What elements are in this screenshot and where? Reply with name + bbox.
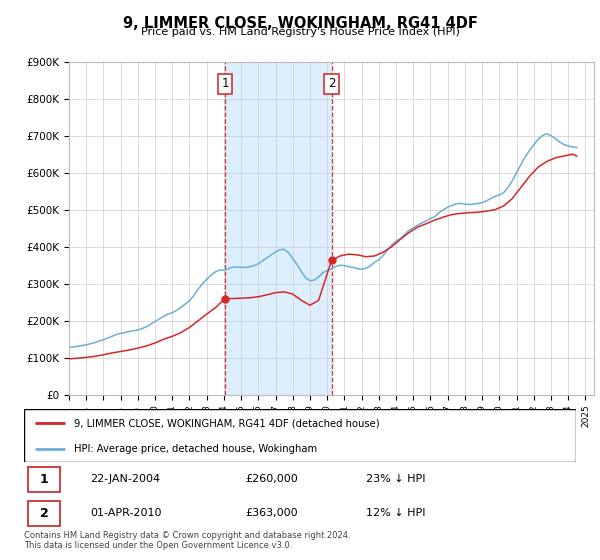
Text: £260,000: £260,000 — [245, 474, 298, 484]
Text: 22-JAN-2004: 22-JAN-2004 — [90, 474, 160, 484]
Text: 2: 2 — [328, 77, 335, 90]
Text: £363,000: £363,000 — [245, 508, 298, 518]
Text: 23% ↓ HPI: 23% ↓ HPI — [366, 474, 426, 484]
Bar — [225, 62, 331, 395]
Text: Price paid vs. HM Land Registry's House Price Index (HPI): Price paid vs. HM Land Registry's House … — [140, 27, 460, 37]
Text: 12% ↓ HPI: 12% ↓ HPI — [366, 508, 426, 518]
Text: 1: 1 — [40, 473, 49, 486]
Bar — [28, 466, 61, 492]
Text: 01-APR-2010: 01-APR-2010 — [90, 508, 162, 518]
Text: 2: 2 — [40, 507, 49, 520]
Text: Contains HM Land Registry data © Crown copyright and database right 2024.
This d: Contains HM Land Registry data © Crown c… — [24, 531, 350, 550]
Bar — [28, 501, 61, 526]
Text: 1: 1 — [221, 77, 229, 90]
Text: 9, LIMMER CLOSE, WOKINGHAM, RG41 4DF: 9, LIMMER CLOSE, WOKINGHAM, RG41 4DF — [122, 16, 478, 31]
Text: 9, LIMMER CLOSE, WOKINGHAM, RG41 4DF (detached house): 9, LIMMER CLOSE, WOKINGHAM, RG41 4DF (de… — [74, 418, 379, 428]
Text: HPI: Average price, detached house, Wokingham: HPI: Average price, detached house, Woki… — [74, 444, 317, 454]
